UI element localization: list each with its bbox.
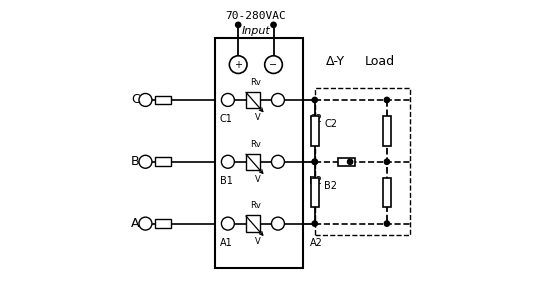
Bar xyxy=(383,178,391,207)
Bar xyxy=(245,92,260,108)
Text: B: B xyxy=(131,155,140,168)
Text: C2: C2 xyxy=(310,114,322,124)
Circle shape xyxy=(235,22,241,28)
Text: −: − xyxy=(270,60,278,70)
Circle shape xyxy=(312,159,317,164)
Text: Load: Load xyxy=(365,55,394,68)
Text: Δ-Y: Δ-Y xyxy=(326,55,345,68)
Text: 70-280VAC: 70-280VAC xyxy=(226,11,286,21)
Circle shape xyxy=(312,97,317,103)
Circle shape xyxy=(384,221,389,226)
Text: B2: B2 xyxy=(310,176,322,186)
Bar xyxy=(338,158,355,166)
Text: +: + xyxy=(234,60,242,70)
Text: Rv: Rv xyxy=(250,140,261,148)
Bar xyxy=(155,158,171,166)
Circle shape xyxy=(312,159,317,164)
Bar xyxy=(311,178,319,207)
Bar xyxy=(155,95,171,104)
Text: B2: B2 xyxy=(324,181,337,191)
Circle shape xyxy=(312,221,317,226)
Bar xyxy=(155,219,171,228)
Text: Rv: Rv xyxy=(250,201,261,210)
Text: C: C xyxy=(131,93,140,106)
Text: Input: Input xyxy=(241,26,270,36)
Bar xyxy=(245,215,260,232)
Text: A2: A2 xyxy=(310,238,322,248)
Text: B1: B1 xyxy=(220,176,233,186)
Bar xyxy=(383,116,391,146)
Text: Rv: Rv xyxy=(250,78,261,87)
Text: C1: C1 xyxy=(220,114,233,124)
Circle shape xyxy=(271,22,276,28)
Bar xyxy=(315,88,410,236)
Circle shape xyxy=(384,97,389,103)
Bar xyxy=(311,116,319,146)
Text: V: V xyxy=(255,175,261,184)
Text: A1: A1 xyxy=(220,238,233,248)
Text: V: V xyxy=(255,113,261,122)
Bar xyxy=(214,38,303,268)
Text: C2: C2 xyxy=(324,119,337,129)
Bar xyxy=(245,154,260,170)
Circle shape xyxy=(348,159,353,164)
Text: A: A xyxy=(131,217,139,230)
Text: V: V xyxy=(255,237,261,246)
Circle shape xyxy=(384,159,389,164)
